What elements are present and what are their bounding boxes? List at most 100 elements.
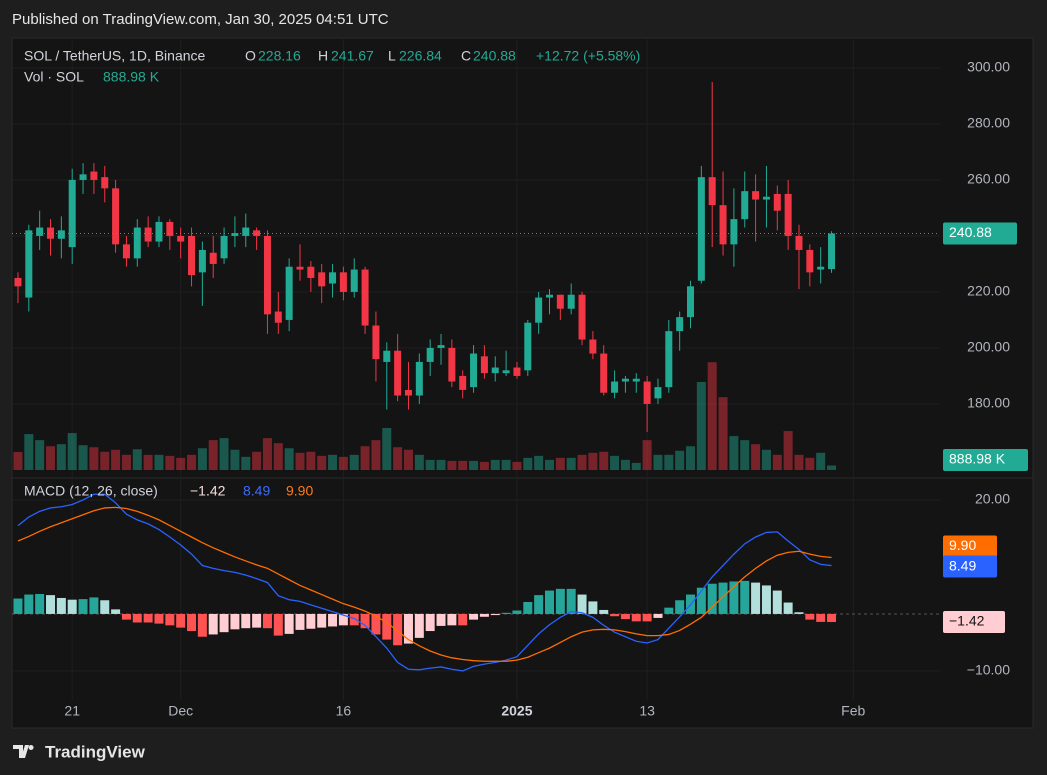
histogram-bar: [544, 590, 554, 614]
volume-bar: [219, 438, 229, 470]
histogram-bar: [816, 613, 826, 622]
macd-title: MACD (12, 26, close): [24, 483, 158, 499]
volume-bar: [154, 454, 164, 470]
volume-bar: [555, 457, 565, 470]
volume-bar: [382, 428, 392, 470]
x-tick-label: 13: [639, 703, 655, 719]
y-tick-label: 260.00: [967, 171, 1010, 187]
histogram-bar: [13, 598, 23, 614]
y-tick-label: 180.00: [967, 395, 1010, 411]
candle-body: [491, 367, 499, 374]
histogram-bar: [794, 612, 804, 614]
candle-body: [611, 381, 619, 393]
volume-bar: [479, 461, 489, 470]
candle-body: [415, 361, 423, 396]
open-label: O: [245, 48, 256, 64]
volume-bar: [143, 454, 153, 470]
candle-body: [47, 227, 55, 239]
histogram-bar: [642, 613, 652, 622]
price-badge: 240.88: [949, 224, 992, 240]
histogram-bar: [78, 599, 88, 614]
volume-bar: [664, 454, 674, 470]
histogram-bar: [555, 588, 565, 614]
candle-body: [394, 350, 402, 396]
candle-body: [296, 266, 304, 270]
histogram-badge: −1.42: [949, 613, 985, 629]
histogram-bar: [284, 613, 294, 634]
histogram-bar: [729, 581, 739, 614]
x-tick-label: Feb: [841, 703, 865, 719]
candle-body: [350, 269, 358, 292]
histogram-bar: [675, 600, 685, 614]
volume-bar: [252, 451, 262, 470]
candle-body: [198, 249, 206, 273]
volume-bar: [642, 440, 652, 470]
histogram-bar: [664, 607, 674, 614]
volume-bar: [686, 446, 696, 470]
candle-body: [676, 317, 684, 332]
candle-body: [687, 286, 695, 318]
candle-body: [437, 345, 445, 348]
candle-body: [318, 272, 326, 287]
volume-bar: [187, 454, 197, 470]
candle-body: [25, 230, 33, 298]
published-header: Published on TradingView.com, Jan 30, 20…: [12, 11, 389, 28]
volume-bar: [458, 460, 468, 470]
histogram-bar: [165, 613, 175, 626]
candle-body: [220, 235, 228, 259]
volume-bar: [620, 459, 630, 470]
candle-body: [459, 375, 467, 390]
volume-bar: [328, 454, 338, 470]
histogram-bar: [46, 595, 56, 614]
candle-body: [285, 266, 293, 320]
histogram-bar: [577, 594, 587, 614]
volume-bar: [132, 449, 142, 470]
volume-bar: [317, 455, 327, 470]
volume-bar: [403, 449, 413, 470]
histogram-bar: [512, 610, 522, 614]
volume-bar: [469, 460, 479, 470]
candle-body: [621, 378, 629, 382]
histogram-bar: [501, 612, 511, 614]
macd-badge: 8.49: [949, 557, 976, 573]
volume-bar: [100, 451, 110, 470]
signal-badge: 9.90: [949, 537, 976, 553]
histogram-bar: [805, 613, 815, 620]
x-tick-label: Dec: [168, 703, 193, 719]
volume-bar: [371, 440, 381, 470]
histogram-bar: [566, 588, 576, 614]
histogram-bar: [143, 613, 153, 623]
volume-bar: [696, 381, 706, 470]
volume-value: 888.98 K: [103, 69, 160, 85]
candle-body: [329, 272, 337, 284]
volume-bar: [165, 455, 175, 470]
y-tick-label: 20.00: [975, 491, 1010, 507]
histogram-bar: [458, 613, 468, 626]
candle-body: [556, 294, 564, 309]
candle-body: [68, 179, 76, 248]
candle-body: [828, 233, 836, 270]
volume-title: Vol · SOL: [24, 69, 84, 85]
volume-bar: [360, 446, 370, 470]
candle-body: [589, 339, 597, 354]
macd-line-value: 8.49: [243, 483, 270, 499]
candle-body: [404, 389, 412, 396]
volume-bar: [490, 459, 500, 470]
low-value: 226.84: [399, 48, 442, 64]
candle-body: [502, 370, 510, 374]
candle-body: [90, 171, 98, 180]
histogram-badge-bg: [943, 611, 1005, 634]
candle-body: [231, 233, 239, 236]
volume-badge-bg: [943, 449, 1028, 471]
candle-body: [784, 193, 792, 236]
histogram-bar: [56, 597, 66, 614]
close-label: C: [461, 48, 471, 64]
histogram-bar: [295, 613, 305, 630]
candle-body: [513, 367, 521, 376]
histogram-bar: [197, 613, 207, 637]
histogram-bar: [783, 602, 793, 614]
candle-body: [14, 277, 22, 287]
volume-bar: [393, 447, 403, 470]
volume-bar: [349, 454, 359, 470]
